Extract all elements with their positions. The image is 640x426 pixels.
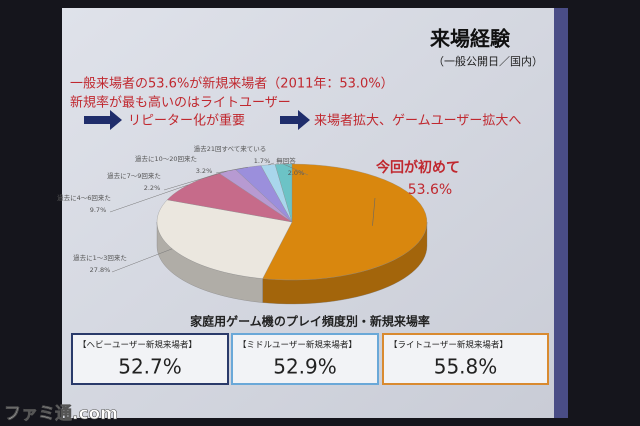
- pie-slice: [262, 163, 428, 281]
- subtitle: （一般公開日／国内）: [433, 54, 543, 68]
- box-label: 【ライトユーザー新規来場者】: [389, 340, 508, 351]
- box-value: 52.7%: [118, 355, 182, 379]
- box-label: 【ミドルユーザー新規来場者】: [238, 340, 357, 351]
- arrow-text: 来場者拡大、ゲームユーザー拡大へ: [314, 114, 521, 129]
- arrow-icon: [280, 110, 310, 130]
- value-label: 1.7%: [254, 157, 271, 165]
- box: [71, 333, 229, 385]
- leader-line: [283, 163, 309, 176]
- leader-line: [109, 184, 189, 213]
- watermark: ファミ通.com: [4, 404, 118, 424]
- category-label: 今回が初めて: [375, 159, 460, 176]
- box: [382, 333, 549, 385]
- value-label: 3.2%: [196, 167, 213, 175]
- section-title: 家庭用ゲーム機のプレイ頻度別・新規来場率: [190, 314, 430, 329]
- leader-line: [111, 248, 173, 273]
- title: 来場経験: [429, 27, 511, 51]
- value-label: 53.6%: [408, 182, 452, 198]
- category-label: 過去に7～9回来た: [107, 171, 161, 180]
- category-label: 過去に4～6回来た: [57, 193, 111, 202]
- value-label: 27.8%: [90, 266, 111, 274]
- note: 新規率が最も高いのはライトユーザー: [70, 95, 291, 111]
- boxes: 【ヘビーユーザー新規来場者】 52.7% 【ミドルユーザー新規来場者】 52.9% 【ラ…: [71, 333, 549, 385]
- category-label: 過去21回すべて来ている: [194, 144, 267, 153]
- arrow-icon: [84, 110, 122, 130]
- value-label: 2.0%: [288, 169, 305, 177]
- box-label: 【ヘビーユーザー新規来場者】: [78, 340, 197, 351]
- category-label: 無回答: [276, 156, 296, 165]
- leader-line: [267, 162, 275, 166]
- leader-line: [215, 166, 248, 174]
- box: [231, 333, 379, 385]
- category-label: 過去に10～20回来た: [135, 154, 197, 163]
- note: 一般来場者の53.6%が新規来場者（2011年：53.0%）: [70, 76, 394, 92]
- pie-chart: 今回が初めて 53.6% 過去に1～3回来た 27.8% 過去に4～6回来た 9.7% 過去…: [57, 144, 460, 305]
- leader-line: [163, 170, 228, 191]
- slide-edge: [554, 8, 568, 418]
- box-value: 55.8%: [434, 355, 498, 379]
- box-value: 52.9%: [273, 355, 337, 379]
- value-label: 2.2%: [144, 184, 161, 192]
- value-label: 9.7%: [90, 206, 107, 214]
- arrow-text: リピーター化が重要: [128, 113, 245, 129]
- leader-line: [372, 197, 376, 226]
- category-label: 過去に1～3回来た: [73, 253, 127, 262]
